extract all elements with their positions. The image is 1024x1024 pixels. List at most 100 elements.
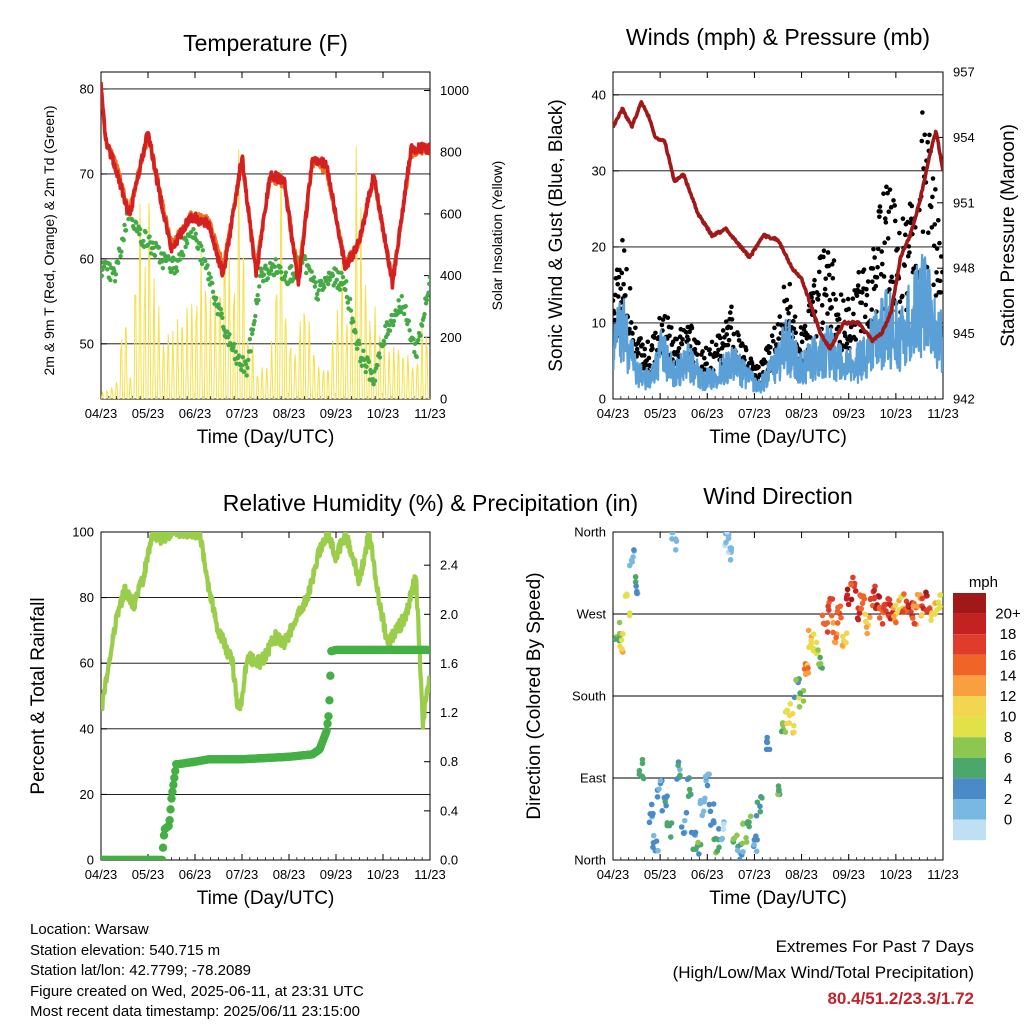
dewpoint-point <box>205 263 210 268</box>
direction-point <box>680 830 687 836</box>
direction-point <box>919 595 925 602</box>
dewpoint-point <box>345 300 350 305</box>
direction-point <box>730 836 737 842</box>
dewpoint-point <box>218 306 224 312</box>
colorbar-label: 20+ <box>995 606 1021 623</box>
colorbar-label: 18 <box>1000 626 1017 643</box>
dewpoint-point <box>160 265 166 271</box>
dewpoint-point <box>153 240 159 246</box>
x-tick-label: 09/23 <box>320 867 353 882</box>
gust-point <box>850 296 856 301</box>
gust-point <box>877 214 882 220</box>
dewpoint-point <box>406 318 412 324</box>
direction-point <box>716 826 722 832</box>
direction-point <box>856 610 863 616</box>
y-tick-label: 0 <box>599 392 606 407</box>
y-tick-label: North <box>574 853 606 868</box>
colorbar-title: mph <box>969 574 998 591</box>
dewpoint-point <box>101 273 104 278</box>
colorbar-swatch <box>953 819 986 841</box>
gust-point <box>787 281 793 287</box>
dewpoint-point <box>390 322 396 328</box>
dewpoint-point <box>261 272 267 277</box>
dewpoint-point <box>245 365 250 371</box>
dewpoint-point <box>411 336 416 342</box>
gust-point <box>615 281 621 287</box>
dewpoint-point <box>416 337 421 343</box>
dewpoint-point <box>278 264 283 270</box>
y-axis-label-left: Sonic Wind & Gust (Blue, Black) <box>546 99 567 371</box>
gust-point <box>659 322 665 328</box>
gust-point <box>618 286 623 291</box>
direction-point <box>648 801 655 808</box>
direction-point <box>876 604 883 611</box>
gust-point <box>641 366 646 371</box>
direction-point <box>830 620 837 626</box>
dewpoint-point <box>250 327 256 332</box>
series-2m-temperature <box>101 81 430 290</box>
colorbar-label: 6 <box>1004 750 1012 767</box>
colorbar-swatch <box>953 613 986 635</box>
dewpoint-point <box>282 273 288 279</box>
direction-point <box>695 839 701 846</box>
direction-point <box>704 782 711 789</box>
gust-point <box>686 337 691 342</box>
dewpoint-point <box>272 264 278 269</box>
rainfall-point <box>168 787 177 796</box>
gust-point <box>884 184 889 190</box>
direction-point <box>631 547 637 553</box>
direction-point <box>619 646 625 652</box>
gust-point <box>766 350 772 356</box>
y-tick-label: 60 <box>80 251 94 266</box>
direction-point <box>914 603 921 610</box>
direction-point <box>872 583 878 590</box>
direction-point <box>810 631 817 637</box>
dewpoint-point <box>213 295 219 301</box>
dewpoint-point <box>156 245 162 250</box>
gust-point <box>869 307 874 312</box>
dewpoint-point <box>193 231 198 236</box>
dewpoint-point <box>174 265 179 270</box>
rainfall-point <box>165 815 174 825</box>
direction-point <box>787 700 794 707</box>
gust-point <box>628 320 634 325</box>
dewpoint-point <box>362 357 367 363</box>
dewpoint-point <box>363 369 368 375</box>
dewpoint-point <box>119 249 124 254</box>
gust-point <box>892 203 897 208</box>
gust-point <box>853 337 859 342</box>
direction-point <box>672 547 679 553</box>
dewpoint-point <box>361 348 366 353</box>
y-right-tick-label: 0.8 <box>440 754 458 769</box>
gust-point <box>736 332 741 338</box>
direction-point <box>650 844 656 851</box>
dewpoint-point <box>248 349 253 354</box>
gust-point <box>933 293 939 298</box>
gust-point <box>619 270 625 276</box>
direction-point <box>759 795 765 801</box>
gust-point <box>830 275 836 281</box>
y-right-tick-label: 600 <box>440 206 462 221</box>
gust-point <box>920 229 926 235</box>
gust-point <box>641 353 647 358</box>
y-right-tick-label: 2.4 <box>440 558 458 573</box>
colorbar-swatch <box>953 737 986 758</box>
dewpoint-point <box>206 271 212 276</box>
gust-point <box>731 331 737 337</box>
gust-point <box>881 274 887 279</box>
dewpoint-point <box>105 267 110 272</box>
direction-point <box>914 591 921 598</box>
dewpoint-point <box>316 288 321 293</box>
direction-point <box>864 630 871 637</box>
direction-point <box>723 539 729 546</box>
gust-point <box>720 328 726 333</box>
dewpoint-point <box>343 287 348 292</box>
colorbar-label: 10 <box>1000 709 1017 726</box>
direction-point <box>789 710 796 717</box>
dewpoint-point <box>343 279 349 284</box>
dewpoint-point <box>101 264 107 269</box>
direction-point <box>879 621 886 627</box>
gust-point <box>878 209 883 214</box>
colorbar-label: 14 <box>1000 667 1017 684</box>
direction-point <box>632 574 639 580</box>
